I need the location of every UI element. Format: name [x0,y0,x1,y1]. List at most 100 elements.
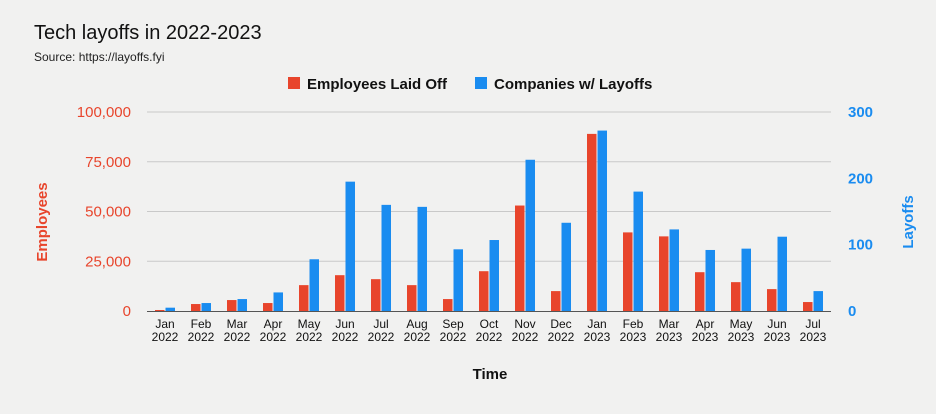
bars [155,130,823,311]
x-tick-label-year: 2023 [764,330,791,344]
x-tick-label-month: Jul [805,317,820,331]
x-tick-label-year: 2022 [368,330,395,344]
x-tick-label-year: 2022 [476,330,503,344]
x-tick-label-year: 2023 [728,330,755,344]
x-tick-label-year: 2022 [440,330,467,344]
bar-companies-with-layoffs [165,307,175,311]
x-tick-label-month: Feb [623,317,644,331]
legend-label-companies: Companies w/ Layoffs [494,76,652,93]
bar-employees-laid-off [443,299,453,311]
x-tick-label-month: Apr [696,317,715,331]
x-tick-label-year: 2023 [620,330,647,344]
x-tick-label-month: Sep [442,317,464,331]
x-tick-label-year: 2023 [692,330,719,344]
x-tick-label-month: Mar [659,317,680,331]
bar-companies-with-layoffs [453,249,463,311]
chart-subtitle: Source: https://layoffs.fyi [34,50,165,64]
bar-companies-with-layoffs [417,206,427,311]
legend-swatch-employees [288,77,300,89]
y-right-tick-label: 0 [848,303,856,320]
bar-employees-laid-off [263,303,273,311]
bar-employees-laid-off [767,289,777,311]
x-tick-label-year: 2022 [548,330,575,344]
bar-employees-laid-off [623,232,633,311]
legend-swatch-companies [475,77,487,89]
x-tick-label-month: Nov [514,317,535,331]
y-right-tick-label: 200 [848,170,873,187]
chart-title: Tech layoffs in 2022-2023 [34,22,262,44]
y-left-tick-label: 50,000 [85,204,131,221]
legend: Employees Laid Off Companies w/ Layoffs [288,76,652,93]
bar-employees-laid-off [335,275,345,311]
x-tick-label-year: 2023 [584,330,611,344]
bar-companies-with-layoffs [633,191,643,311]
y-right-tick-label: 300 [848,104,873,121]
bar-companies-with-layoffs [741,248,751,311]
x-tick-label-month: May [730,317,753,331]
x-tick-label-month: May [298,317,321,331]
x-tick-label-month: Apr [264,317,283,331]
bar-companies-with-layoffs [237,299,247,311]
y-left-tick-label: 25,000 [85,253,131,270]
bar-employees-laid-off [695,272,705,311]
bar-companies-with-layoffs [597,130,607,311]
legend-label-employees: Employees Laid Off [307,76,448,93]
bar-companies-with-layoffs [705,249,715,311]
x-tick-label-month: Jun [335,317,354,331]
bar-employees-laid-off [731,282,741,311]
x-tick-label-month: Oct [480,317,499,331]
x-axis-title: Time [473,366,508,383]
x-tick-label-year: 2022 [332,330,359,344]
x-tick-label-month: Jan [155,317,174,331]
bar-employees-laid-off [191,304,201,311]
x-tick-label-year: 2022 [260,330,287,344]
bar-companies-with-layoffs [525,159,535,311]
x-tick-label-year: 2022 [296,330,323,344]
bar-companies-with-layoffs [345,181,355,311]
y-left-tick-label: 75,000 [85,154,131,171]
x-tick-label-year: 2022 [512,330,539,344]
x-tick-label-year: 2023 [800,330,827,344]
bar-companies-with-layoffs [777,236,787,311]
x-tick-label-month: Mar [227,317,248,331]
x-tick-label-year: 2022 [404,330,431,344]
bar-companies-with-layoffs [201,303,211,311]
y-left-tick-label: 100,000 [77,104,131,121]
bar-employees-laid-off [479,271,489,311]
bar-employees-laid-off [155,310,165,311]
x-tick-label-year: 2023 [656,330,683,344]
bar-companies-with-layoffs [561,222,571,311]
bar-employees-laid-off [299,285,309,311]
y-axis-left: 0 25,000 50,000 75,000 100,000 [77,104,131,320]
x-tick-label-month: Jul [373,317,388,331]
x-tick-label-month: Feb [191,317,212,331]
bar-employees-laid-off [515,205,525,311]
y-axis-right-title: Layoffs [900,195,917,248]
y-left-tick-label: 0 [123,303,131,320]
bar-employees-laid-off [659,236,669,311]
bar-companies-with-layoffs [273,292,283,311]
x-tick-label-month: Jan [587,317,606,331]
y-axis-right: 0 100 200 300 [848,104,873,320]
x-tick-label-month: Dec [550,317,571,331]
gridlines [147,111,831,312]
x-tick-label-year: 2022 [224,330,251,344]
bar-companies-with-layoffs [381,204,391,311]
bar-employees-laid-off [227,300,237,311]
y-axis-left-title: Employees [34,182,51,261]
y-right-tick-label: 100 [848,237,873,254]
bar-employees-laid-off [551,291,561,311]
x-tick-label-month: Aug [406,317,427,331]
bar-companies-with-layoffs [813,291,823,311]
bar-companies-with-layoffs [309,259,319,311]
bar-companies-with-layoffs [669,229,679,311]
bar-companies-with-layoffs [489,240,499,311]
x-axis: Jan2022Feb2022Mar2022Apr2022May2022Jun20… [152,317,827,344]
x-tick-label-year: 2022 [188,330,215,344]
bar-employees-laid-off [407,285,417,311]
x-tick-label-year: 2022 [152,330,179,344]
bar-employees-laid-off [803,302,813,311]
x-tick-label-month: Jun [767,317,786,331]
bar-employees-laid-off [587,133,597,311]
